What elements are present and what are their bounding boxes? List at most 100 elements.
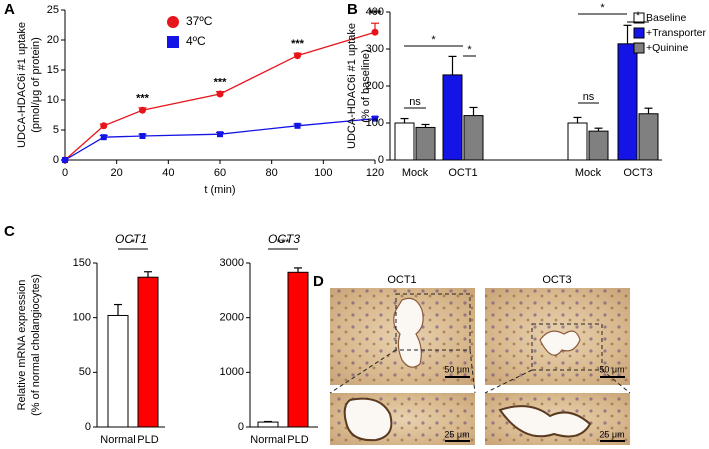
x-tick-label: 100 (314, 167, 332, 179)
lumen (539, 330, 581, 356)
y-axis-label: Relative mRNA expression (16, 280, 28, 411)
y-axis-label: (% of normal cholangiocytes) (30, 274, 42, 416)
x-tick-label: Normal (100, 434, 135, 446)
panel-letter: C (4, 223, 15, 240)
y-tick-label: 400 (366, 6, 384, 18)
y-tick-label: 0 (238, 421, 244, 433)
bar (287, 271, 309, 428)
chart-title: OCT1 (115, 232, 147, 246)
series-line (64, 31, 376, 161)
x-tick-label: PLD (137, 434, 158, 446)
y-axis-label: UDCA-HDAC6i #1 uptake (16, 22, 28, 148)
bar (442, 74, 463, 161)
zoom-line (601, 369, 631, 394)
legend-label: Baseline (646, 12, 686, 24)
x-tick-label: 120 (366, 167, 384, 179)
scale-label: 50 μm (599, 364, 624, 374)
marker (371, 28, 379, 36)
zoom-line (329, 349, 397, 394)
y-axis-label: (pmol/μg of protein) (30, 37, 42, 133)
bar (137, 276, 159, 428)
significance: ns (409, 96, 421, 108)
legend-marker (167, 36, 179, 48)
x-tick-label: OCT1 (448, 167, 477, 179)
significance: * (600, 2, 605, 14)
scale-label: 25 μm (444, 429, 469, 439)
y-tick-label: 0 (53, 154, 59, 166)
y-tick-label: 2000 (220, 312, 244, 324)
bar (107, 314, 129, 428)
zoom-box (531, 323, 603, 371)
x-axis-label: t (min) (204, 184, 235, 196)
x-tick-label: PLD (287, 434, 308, 446)
legend-label: 37ºC (186, 14, 213, 28)
lumen (343, 397, 393, 442)
legend-marker (633, 42, 645, 54)
scale-label: 50 μm (444, 364, 469, 374)
x-tick-label: 40 (162, 167, 174, 179)
scale-label: 25 μm (599, 429, 624, 439)
y-tick-label: 100 (73, 312, 91, 324)
significance: *** (136, 93, 150, 105)
x-tick-label: 0 (62, 167, 68, 179)
panel-letter: A (4, 1, 15, 18)
significance: *** (291, 38, 305, 50)
marker (139, 106, 146, 114)
significance: *** (214, 77, 228, 89)
marker (216, 90, 224, 98)
bar (588, 130, 609, 161)
legend-label: +Quinine (646, 42, 688, 54)
marker (294, 122, 301, 129)
marker (294, 52, 301, 60)
marker (372, 115, 378, 122)
significance: * (131, 237, 136, 249)
marker (100, 134, 107, 141)
significance: ns (583, 91, 595, 103)
marker (217, 131, 223, 138)
panel-d-images (329, 288, 631, 445)
marker (139, 133, 146, 139)
series-line (64, 117, 376, 161)
y-tick-label: 5 (53, 124, 59, 136)
y-tick-label: 150 (73, 257, 91, 269)
lumen (498, 405, 592, 438)
y-tick-label: 15 (47, 64, 59, 76)
significance: * (467, 44, 472, 56)
zoom-line (484, 369, 533, 394)
y-tick-label: 20 (47, 34, 59, 46)
x-tick-label: 20 (111, 167, 123, 179)
y-tick-label: 10 (47, 94, 59, 106)
image-title: OCT1 (387, 274, 416, 286)
significance: * (431, 34, 436, 46)
bar (638, 113, 659, 161)
significance: *** (369, 8, 383, 20)
y-tick-label: 0 (378, 154, 384, 166)
marker (62, 157, 68, 163)
y-tick-label: 300 (366, 43, 384, 55)
y-tick-label: 1000 (220, 366, 244, 378)
panel-letter: B (347, 1, 358, 18)
y-tick-label: 50 (79, 366, 91, 378)
bar (463, 115, 484, 161)
bar (567, 122, 588, 161)
significance: * (636, 10, 641, 22)
image-title: OCT3 (542, 274, 571, 286)
significance: *** (277, 237, 291, 249)
y-axis-label: UDCA-HDAC6i #1 uptake (346, 23, 358, 149)
y-axis-label: (% of baseline) (360, 49, 372, 122)
legend-label: 4ºC (186, 34, 206, 48)
chart-title: OCT3 (268, 232, 300, 246)
zoom-line (469, 349, 476, 394)
x-tick-label: 80 (266, 167, 278, 179)
bar (257, 421, 279, 428)
x-tick-label: 60 (214, 167, 226, 179)
x-tick-label: Mock (402, 167, 429, 179)
x-tick-label: Mock (575, 167, 602, 179)
legend-label: +Transporter (646, 27, 707, 39)
x-tick-label: OCT3 (623, 167, 652, 179)
zoom-box (395, 293, 471, 351)
y-tick-label: 25 (47, 4, 59, 16)
legend-marker (633, 27, 645, 39)
bar (415, 126, 436, 161)
